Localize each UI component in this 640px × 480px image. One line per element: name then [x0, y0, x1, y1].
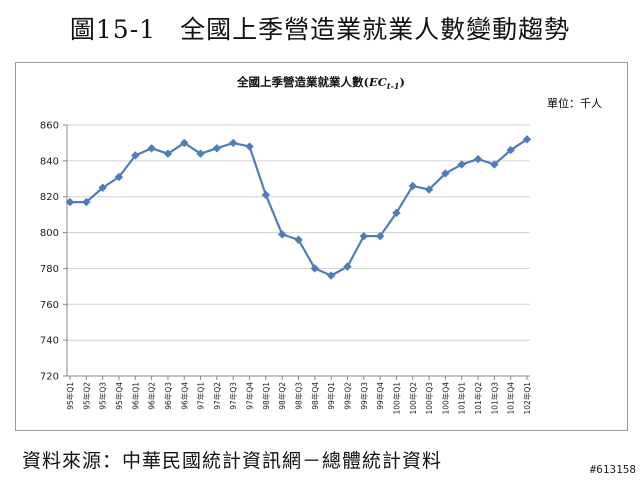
- x-tick-label: 100年Q2: [408, 382, 418, 415]
- data-point: [114, 172, 124, 182]
- x-tick-label: 101年Q4: [506, 382, 516, 415]
- data-point: [294, 235, 303, 244]
- figure-number: 圖15-1: [69, 15, 157, 44]
- data-point: [310, 264, 320, 273]
- x-tick-label: 97年Q2: [212, 382, 222, 410]
- data-point: [196, 149, 205, 158]
- figure-title-block: 圖15-1 全國上季營造業就業人數變動趨勢: [0, 10, 640, 46]
- data-point: [212, 144, 222, 153]
- gridlines: [67, 124, 530, 341]
- x-tick-label: 99年Q1: [326, 382, 336, 410]
- data-point: [229, 138, 238, 148]
- x-tick-label: 98年Q4: [310, 382, 320, 410]
- data-point: [490, 160, 499, 169]
- y-tick-label: 820: [40, 192, 59, 203]
- data-point: [457, 160, 466, 169]
- data-point: [506, 145, 515, 155]
- data-point: [392, 208, 401, 218]
- data-point: [522, 135, 532, 144]
- chart-title-paren-open: (: [364, 75, 369, 89]
- chart-title: 全國上季營造業就業人數(ECt-1): [236, 75, 405, 91]
- chart-title-symbol: EC: [368, 75, 388, 89]
- data-point: [277, 230, 287, 239]
- x-tick-label: 99年Q4: [375, 382, 385, 410]
- axes: [63, 124, 530, 380]
- x-tick-label: 96年Q3: [163, 382, 173, 410]
- y-axis-ticks: 720 740 760 780 800 820 840 860: [40, 121, 59, 383]
- data-source: 資料來源：中華民國統計資訊網－總體統計資料: [22, 450, 443, 472]
- chart-title-subscript: t-1: [387, 81, 400, 91]
- x-tick-label: 102年Q1: [522, 382, 532, 415]
- x-tick-label: 100年Q1: [391, 382, 401, 415]
- series-line: [70, 138, 528, 277]
- line-chart: 全國上季營造業就業人數(ECt-1) 單位：千人 720 740 760 780 800…: [40, 75, 602, 415]
- x-tick-label: 100年Q3: [424, 382, 434, 415]
- x-tick-label: 95年Q4: [114, 382, 124, 410]
- data-point: [261, 190, 271, 200]
- data-point: [375, 231, 385, 241]
- data-point: [441, 169, 450, 178]
- data-point: [65, 197, 75, 207]
- data-point: [147, 144, 156, 153]
- series: [65, 135, 532, 280]
- chart-frame: 全國上季營造業就業人數(ECt-1) 單位：千人 720 740 760 780 800…: [15, 62, 628, 431]
- x-tick-label: 98年Q2: [277, 382, 287, 410]
- y-tick-label: 720: [40, 372, 59, 383]
- data-point: [408, 181, 417, 191]
- data-point: [343, 262, 352, 271]
- x-tick-label: 98年Q1: [261, 382, 271, 410]
- x-tick-label: 96年Q4: [179, 382, 189, 410]
- chart-title-paren-close: ): [400, 75, 405, 89]
- unit-label: 單位：千人: [547, 96, 602, 110]
- watermark: #613158: [589, 463, 636, 476]
- data-point: [359, 231, 368, 241]
- y-tick-label: 860: [40, 121, 59, 132]
- x-tick-label: 100年Q4: [440, 382, 450, 415]
- x-tick-label: 97年Q3: [228, 382, 238, 410]
- x-tick-label: 95年Q2: [81, 382, 91, 410]
- data-point: [473, 154, 483, 164]
- data-point: [326, 271, 336, 280]
- x-tick-label: 95年Q1: [65, 382, 75, 410]
- y-tick-label: 840: [40, 156, 59, 167]
- x-tick-label: 99年Q2: [342, 382, 352, 410]
- data-point: [82, 197, 91, 207]
- y-tick-label: 760: [40, 300, 59, 311]
- data-point: [180, 138, 189, 148]
- x-tick-label: 97年Q1: [196, 382, 206, 410]
- x-tick-label: 98年Q3: [294, 382, 304, 410]
- x-axis-ticks: 95年Q1 95年Q2 95年Q3 95年Q4 96年Q1 96年Q2 96年Q3 96年Q4…: [65, 382, 532, 415]
- x-tick-label: 101年Q2: [473, 382, 483, 415]
- x-tick-label: 96年Q1: [130, 382, 140, 410]
- data-point: [245, 142, 254, 151]
- data-point: [131, 151, 140, 160]
- x-tick-label: 97年Q4: [245, 382, 255, 410]
- x-tick-label: 101年Q1: [457, 382, 467, 415]
- x-tick-label: 99年Q3: [359, 382, 369, 410]
- y-tick-label: 800: [40, 228, 59, 239]
- y-tick-label: 740: [40, 336, 59, 347]
- figure-title: 全國上季營造業就業人數變動趨勢: [180, 15, 571, 44]
- chart-title-text: 全國上季營造業就業人數: [236, 75, 364, 89]
- x-tick-label: 96年Q2: [147, 382, 157, 410]
- y-tick-label: 780: [40, 264, 59, 275]
- data-point: [424, 185, 434, 194]
- data-point: [163, 149, 173, 158]
- x-tick-label: 101年Q3: [489, 382, 499, 415]
- x-tick-label: 95年Q3: [98, 382, 108, 410]
